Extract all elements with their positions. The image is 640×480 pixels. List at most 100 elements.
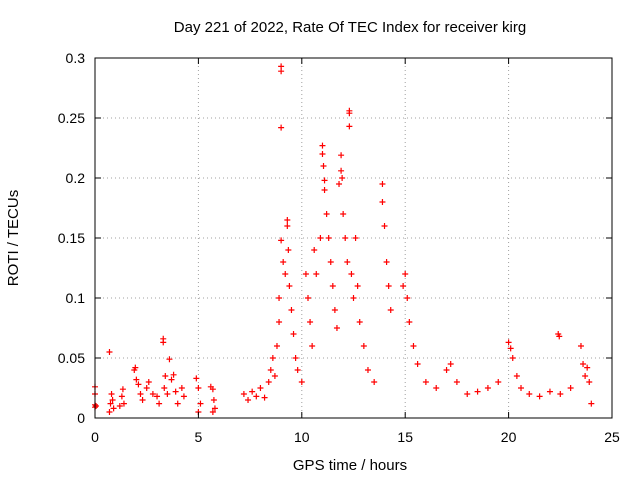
data-point (245, 397, 252, 403)
data-point (556, 333, 563, 340)
data-point (536, 393, 543, 400)
data-point (290, 331, 297, 337)
y-tick-label: 0.2 (66, 170, 86, 186)
data-point (340, 211, 347, 217)
data-point (464, 391, 471, 397)
data-point (178, 385, 185, 391)
data-point (546, 388, 553, 395)
data-point (271, 373, 278, 379)
data-point (288, 307, 295, 313)
data-point (443, 367, 450, 373)
data-point (161, 385, 168, 391)
data-point (116, 403, 123, 409)
data-point (139, 397, 146, 403)
data-point (582, 373, 589, 379)
data-point (162, 373, 169, 379)
data-point (137, 391, 144, 397)
data-point (311, 247, 318, 253)
data-point (342, 235, 349, 241)
data-point (307, 319, 314, 325)
data-point (319, 142, 326, 149)
data-point (166, 356, 173, 363)
data-point (323, 211, 330, 217)
data-point (338, 152, 345, 159)
chart-title: Day 221 of 2022, Rate Of TEC Index for r… (174, 19, 526, 36)
data-point (305, 295, 312, 301)
data-point (195, 385, 202, 391)
x-axis-title: GPS time / hours (293, 457, 407, 474)
data-point (474, 388, 481, 395)
data-point (240, 391, 247, 397)
data-point (453, 379, 460, 385)
data-point (567, 385, 574, 391)
data-point (381, 223, 388, 229)
data-point (433, 385, 440, 391)
data-point (484, 385, 491, 391)
data-point (513, 373, 520, 379)
data-point (273, 343, 280, 349)
data-point (509, 355, 516, 361)
data-point (588, 400, 595, 407)
data-point (321, 187, 328, 193)
data-point (265, 379, 272, 385)
data-point (261, 394, 268, 401)
data-point (284, 223, 291, 229)
data-point (364, 367, 371, 373)
data-point (154, 393, 161, 400)
data-point (294, 367, 301, 373)
y-tick-label: 0.15 (58, 230, 85, 246)
data-point (286, 283, 293, 289)
data-point (211, 405, 218, 412)
data-point (210, 397, 217, 403)
data-point (495, 379, 502, 385)
data-point (447, 361, 454, 367)
data-point (325, 235, 332, 241)
data-point (180, 393, 187, 400)
data-point (209, 386, 216, 393)
data-point (164, 391, 171, 397)
data-point (580, 361, 587, 367)
x-tick-label: 15 (397, 429, 413, 445)
data-point (278, 237, 285, 244)
data-point (402, 271, 409, 277)
data-point (269, 355, 276, 361)
data-point (338, 167, 345, 174)
x-tick-label: 10 (294, 429, 310, 445)
data-point (329, 283, 336, 289)
axis-ticks: 0 5 10 15 20 25 0 0.05 0.1 0.15 0.2 0.25 0.3 (58, 50, 620, 445)
data-point (282, 271, 289, 277)
data-point (107, 400, 114, 407)
y-tick-label: 0.3 (66, 50, 86, 66)
data-point (354, 283, 361, 289)
data-point (145, 379, 152, 385)
data-point (319, 151, 326, 157)
data-point (557, 391, 564, 397)
data-point (422, 379, 429, 385)
data-point (280, 259, 287, 265)
data-point (257, 385, 264, 391)
data-point (253, 393, 260, 400)
data-point (172, 388, 179, 395)
data-point (285, 247, 292, 253)
data-point (156, 400, 163, 407)
data-points (92, 63, 595, 415)
data-point (387, 307, 394, 313)
data-point (410, 343, 417, 349)
data-point (276, 295, 283, 301)
data-point (356, 319, 363, 325)
x-tick-label: 0 (91, 429, 99, 445)
data-point (385, 283, 392, 289)
data-point (119, 386, 126, 393)
data-point (336, 181, 343, 187)
data-point (346, 110, 353, 117)
data-point (344, 259, 351, 265)
data-point (406, 319, 413, 325)
y-tick-label: 0.05 (58, 350, 85, 366)
data-point (321, 177, 328, 184)
data-point (309, 343, 316, 349)
data-point (249, 388, 256, 395)
data-point (331, 307, 338, 313)
data-point (518, 385, 525, 391)
x-tick-label: 20 (501, 429, 517, 445)
data-point (505, 339, 512, 346)
